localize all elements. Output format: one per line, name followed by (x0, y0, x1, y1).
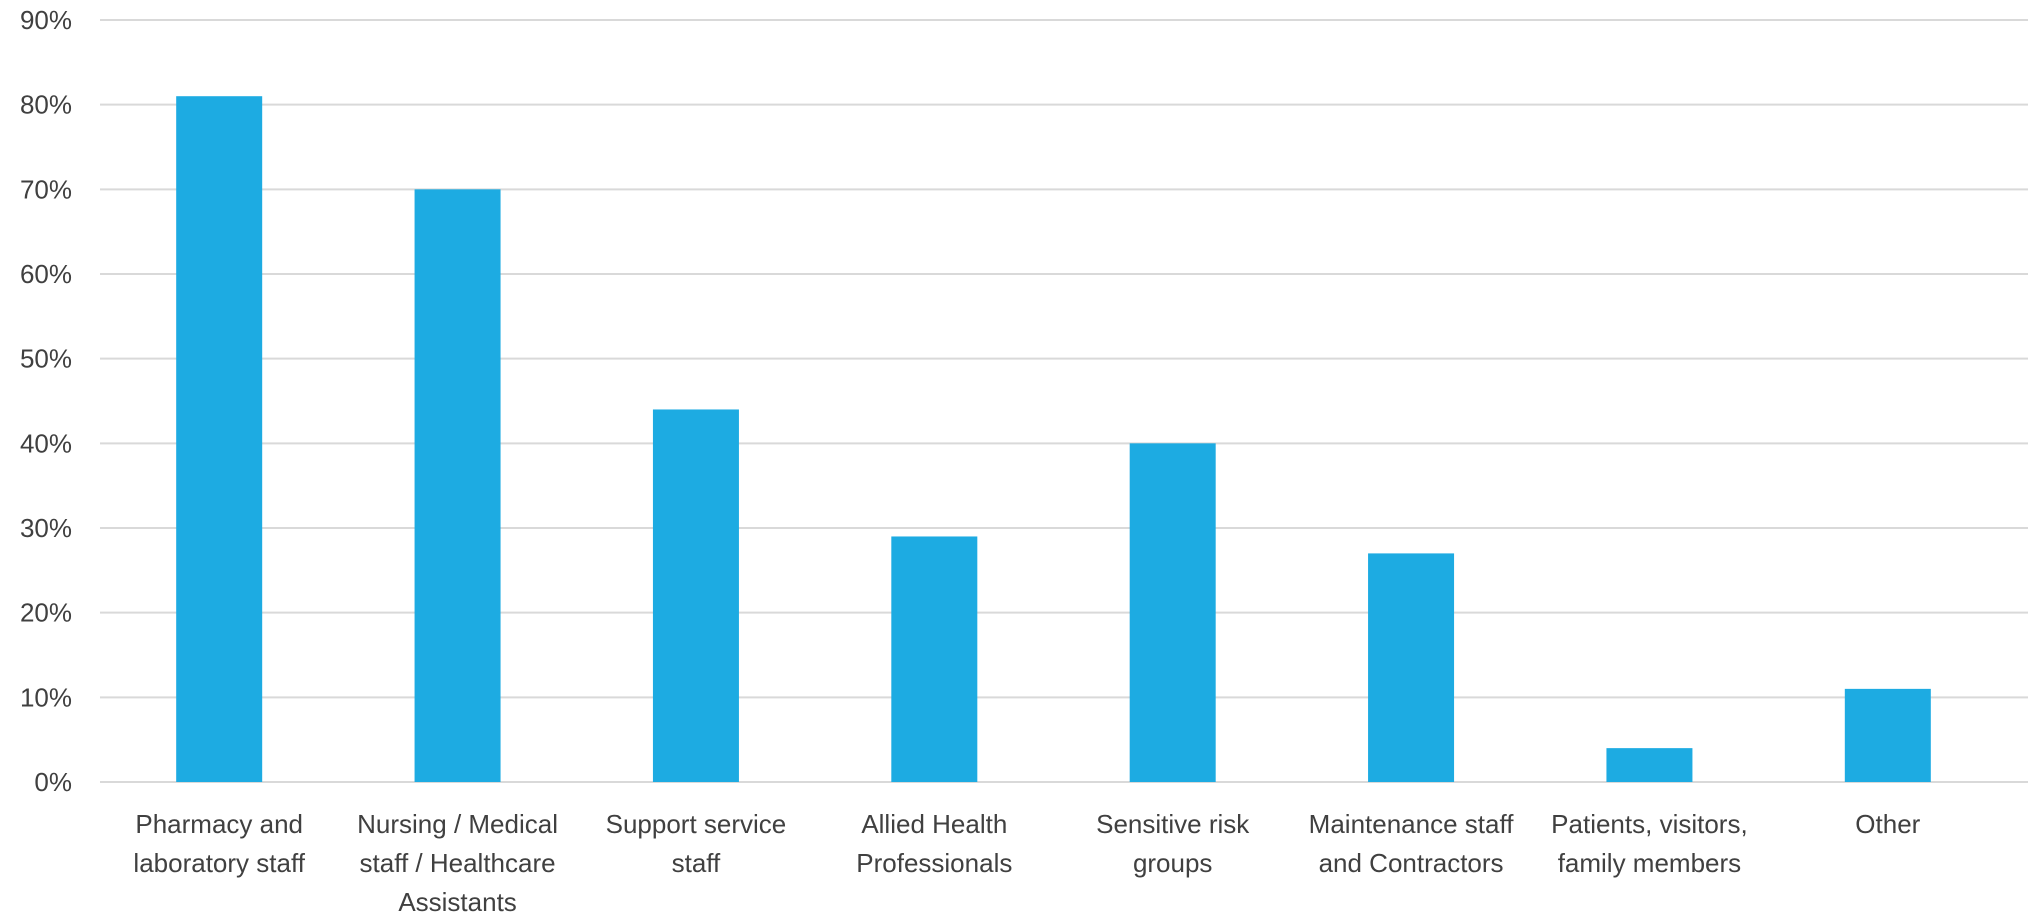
y-tick-label: 90% (20, 5, 72, 35)
category-label: Support service staff (606, 809, 787, 878)
category-label-line: and Contractors (1319, 848, 1504, 878)
category-label-line: Nursing / Medical (357, 809, 558, 839)
y-tick-label: 10% (20, 682, 72, 712)
category-label-line: groups (1133, 848, 1213, 878)
y-axis-tick-labels: 0% 10% 20% 30% 40% 50% 60% 70% 80% 90% (20, 5, 72, 797)
category-label: Pharmacy and laboratory staff (133, 809, 305, 878)
bar (414, 189, 501, 783)
category-labels: Pharmacy and laboratory staff Nursing / Me… (133, 809, 1920, 915)
category-label: Nursing / Medical staff / Healthcare Assis… (357, 809, 558, 915)
category-label-line: staff / Healthcare (360, 848, 556, 878)
bar (1368, 553, 1455, 782)
category-label-line: Pharmacy and (135, 809, 303, 839)
y-tick-label: 50% (20, 344, 72, 374)
y-tick-label: 30% (20, 513, 72, 543)
category-label-line: Professionals (856, 848, 1012, 878)
category-label-line: Assistants (398, 887, 517, 915)
category-label: Maintenance staff and Contractors (1309, 809, 1515, 878)
y-tick-label: 80% (20, 90, 72, 120)
category-label-line: Patients, visitors, (1551, 809, 1748, 839)
y-tick-label: 60% (20, 259, 72, 289)
category-label-line: Other (1855, 809, 1920, 839)
y-tick-label: 40% (20, 428, 72, 458)
bar (1844, 688, 1931, 782)
bar (1606, 748, 1693, 782)
gridlines (100, 19, 2028, 783)
category-label-line: Support service (606, 809, 787, 839)
bar (176, 96, 263, 782)
bar (1129, 443, 1216, 782)
category-label-line: Maintenance staff (1309, 809, 1515, 839)
category-label-line: Sensitive risk (1096, 809, 1250, 839)
category-label-line: staff (672, 848, 721, 878)
bar (652, 409, 739, 782)
bars (176, 96, 1931, 783)
y-tick-label: 70% (20, 174, 72, 204)
category-label: Patients, visitors, family members (1551, 809, 1748, 878)
category-label-line: Allied Health (861, 809, 1007, 839)
category-label: Sensitive risk groups (1096, 809, 1250, 878)
category-label-line: family members (1558, 848, 1741, 878)
category-label-line: laboratory staff (133, 848, 305, 878)
y-tick-label: 20% (20, 598, 72, 628)
category-label: Allied Health Professionals (856, 809, 1012, 878)
category-label: Other (1855, 809, 1920, 839)
bar (891, 536, 978, 782)
y-tick-label: 0% (34, 767, 72, 797)
